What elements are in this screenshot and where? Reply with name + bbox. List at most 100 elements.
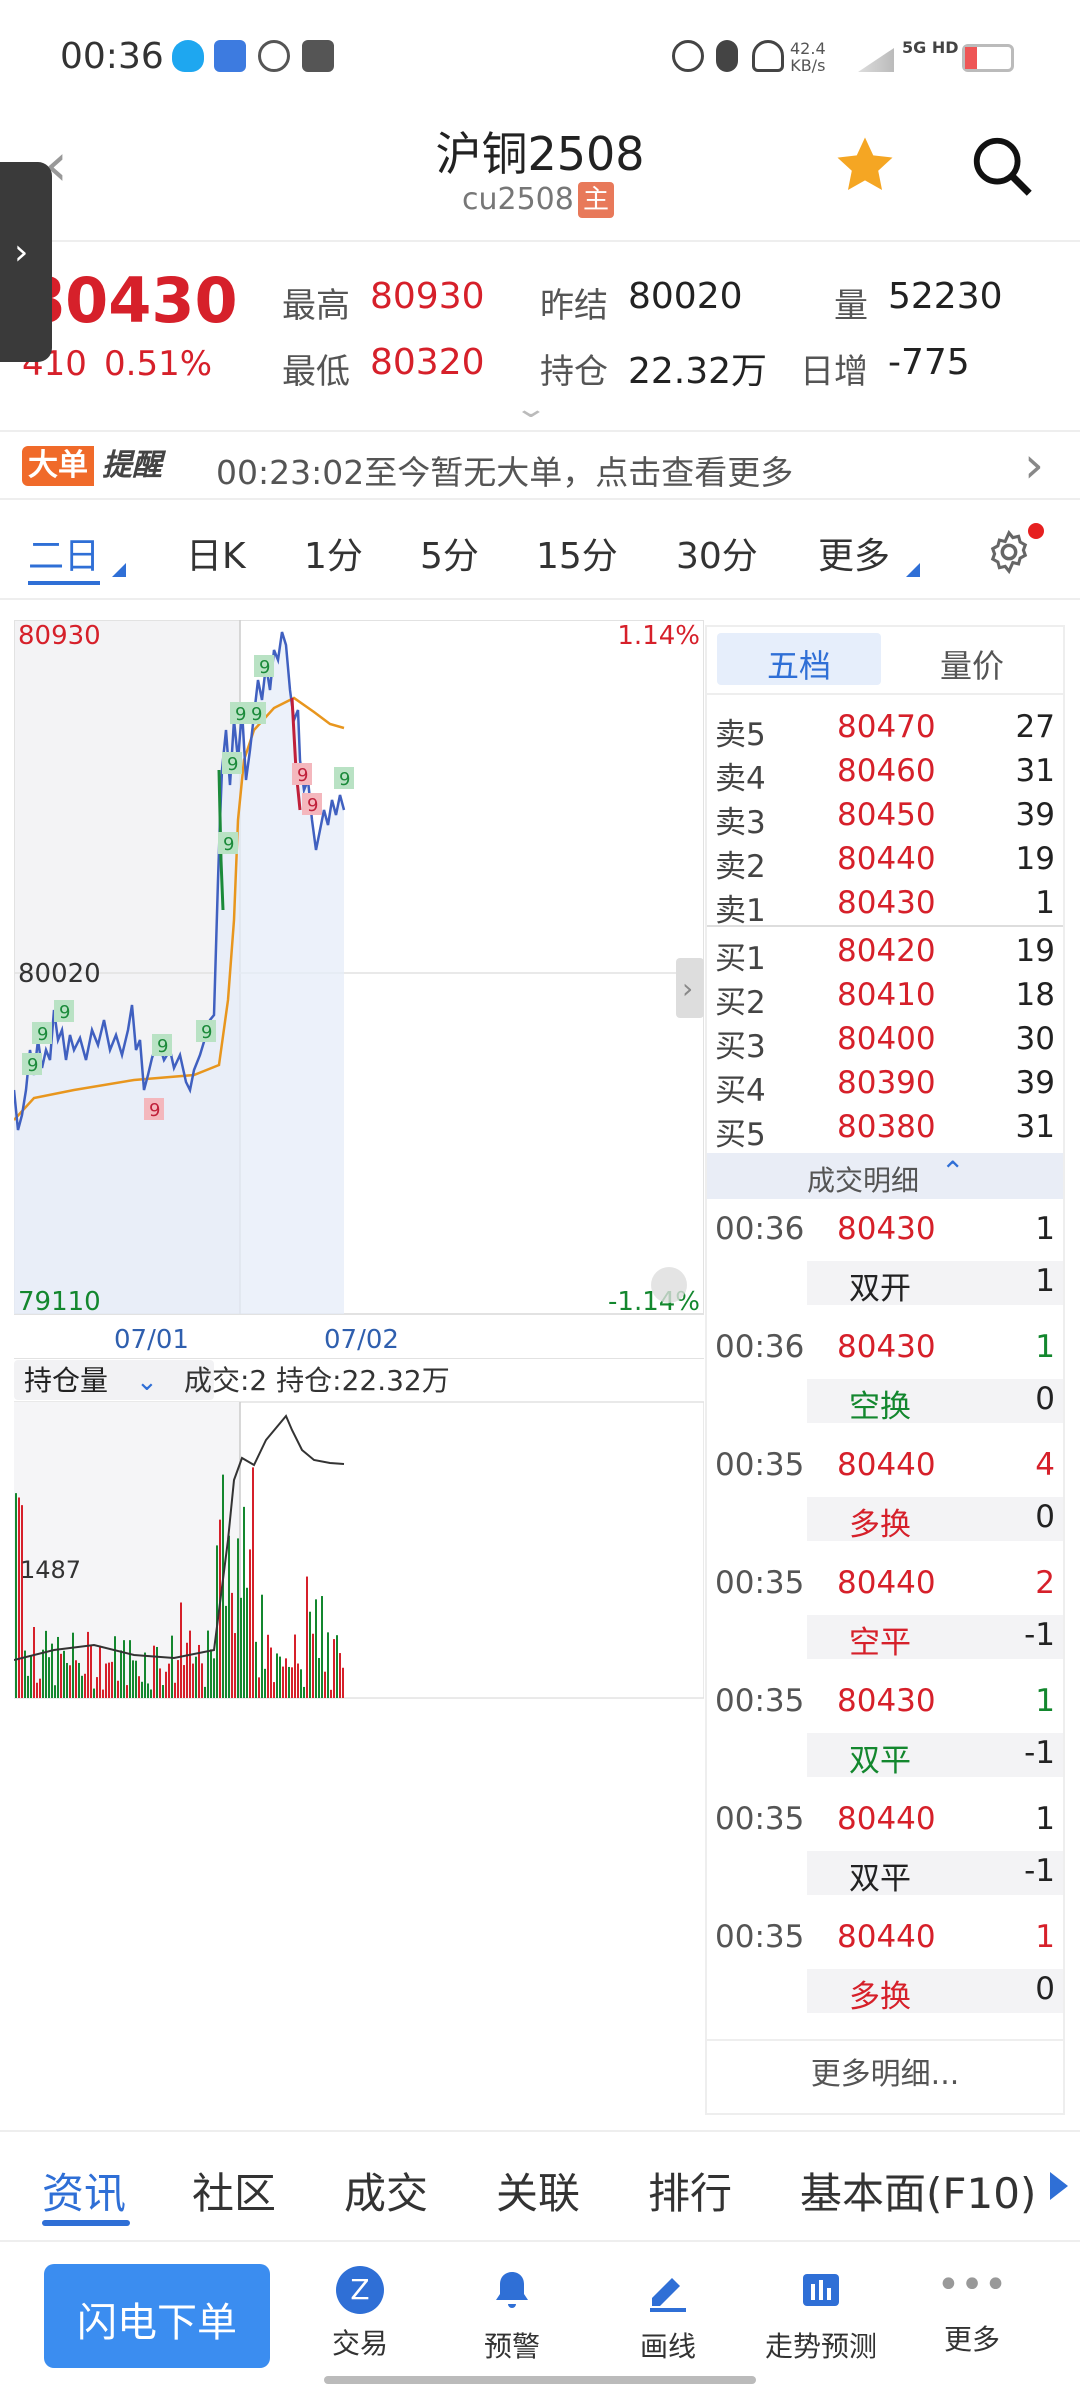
trade-time: 00:35 <box>715 1447 805 1483</box>
signal-marker <box>196 1020 216 1042</box>
nav-draw[interactable]: 画线 <box>618 2266 718 2365</box>
more-detail-link[interactable]: 更多明细... <box>810 2057 960 2092</box>
tab-five-level[interactable]: 五档 <box>717 633 881 685</box>
nav-forecast[interactable]: 走势预测 <box>756 2266 886 2365</box>
volume-bar <box>288 1666 290 1698</box>
contract-code: cu2508 <box>462 182 574 217</box>
search-icon[interactable] <box>968 132 1038 202</box>
net-speed: 42.4 KB/s <box>790 39 826 75</box>
scroll-right-icon[interactable] <box>1050 2172 1068 2200</box>
volume-bar <box>27 1675 29 1698</box>
pencil-icon <box>650 2278 686 2312</box>
side-expand-tab[interactable]: › <box>0 162 52 362</box>
volume-bar <box>240 1597 242 1698</box>
volume-bar <box>243 1506 245 1698</box>
page-title: 沪铜2508 <box>435 127 645 181</box>
tab-15min[interactable]: 15分 <box>536 536 618 577</box>
volume-bar <box>108 1662 110 1698</box>
bid-row-3: 买3 80400 30 <box>715 1021 1055 1065</box>
signal-marker <box>152 1034 172 1056</box>
daily-increase-value: -775 <box>888 342 970 383</box>
status-time: 00:36 <box>60 36 164 77</box>
expand-chevron-icon[interactable]: ⌄ <box>513 394 549 424</box>
star-icon[interactable] <box>832 132 898 198</box>
page-header: › ‹ 沪铜2508 cu2508 主 <box>0 110 1080 362</box>
flash-order-button[interactable]: 闪电下单 <box>44 2264 270 2368</box>
big-order-alert[interactable]: 大单 提醒 00:23:02至今暂无大单，点击查看更多 › <box>0 430 1080 500</box>
signal-marker-label: 9 <box>149 1100 160 1121</box>
volume-bar <box>102 1689 104 1698</box>
ask-row-5: 卖5 80470 27 <box>715 709 1055 753</box>
tab-volume-price[interactable]: 量价 <box>939 647 1004 685</box>
chart-app-icon <box>302 40 334 72</box>
tab-30min[interactable]: 30分 <box>676 536 758 577</box>
volume-bar <box>234 1633 236 1698</box>
volume-bar <box>300 1669 302 1698</box>
tab-fundamentals[interactable]: 基本面(F10) <box>800 2169 1037 2218</box>
trade-price: 80430 <box>837 1683 936 1719</box>
signal-marker <box>254 655 274 677</box>
tab-1min[interactable]: 1分 <box>304 536 363 577</box>
volume-bar <box>99 1645 101 1698</box>
stock-app-icon <box>214 40 246 72</box>
signal-marker-label: 9 <box>259 657 270 678</box>
tab-ranking[interactable]: 排行 <box>648 2169 733 2218</box>
price-area <box>14 632 344 1314</box>
volume-max-label: 1487 <box>20 1556 81 1584</box>
signal-marker <box>32 1022 52 1044</box>
trade-time: 00:35 <box>715 1683 805 1719</box>
trade-volume: 1 <box>1035 1211 1055 1247</box>
volume-bar <box>48 1657 50 1698</box>
trade-oi-change: -1 <box>1024 1735 1055 1771</box>
volume-bar <box>21 1505 23 1698</box>
tab-more[interactable]: 更多 <box>818 536 891 577</box>
volume-bar <box>255 1641 257 1698</box>
trade-detail-header[interactable]: 成交明细 ⌃ <box>707 1153 1063 1199</box>
tab-community[interactable]: 社区 <box>192 2169 277 2218</box>
tab-5min[interactable]: 5分 <box>420 536 479 577</box>
volume-bar <box>33 1626 35 1698</box>
volume-bar <box>96 1677 98 1698</box>
trade-icon: Z <box>336 2266 384 2314</box>
volume-bar <box>231 1592 233 1698</box>
tab-related[interactable]: 关联 <box>496 2169 581 2218</box>
high-label: 最高 <box>282 286 350 326</box>
tab-two-day[interactable]: 二日 <box>28 536 101 577</box>
volume-bar <box>84 1673 86 1698</box>
net-type: 5G HD <box>902 38 959 57</box>
high-value: 80930 <box>370 276 485 317</box>
signal-marker <box>54 1000 74 1022</box>
open-interest-value: 22.32万 <box>628 351 768 392</box>
signal-marker-label: 9 <box>59 1002 70 1023</box>
nav-trade[interactable]: Z 交易 <box>310 2266 410 2362</box>
trade-price: 80440 <box>837 1447 936 1483</box>
signal-marker-label: 9 <box>201 1022 212 1043</box>
volume-bar <box>258 1677 260 1698</box>
trade-volume: 1 <box>1035 1919 1055 1955</box>
volume-bar <box>228 1535 230 1698</box>
chevron-up-icon: ⌃ <box>941 1155 965 1188</box>
open-interest-label: 持仓 <box>540 352 608 392</box>
volume-bar <box>252 1467 254 1698</box>
volume-bar <box>114 1636 116 1698</box>
price-change-pct: 0.51% <box>104 344 213 384</box>
volume-value: 52230 <box>888 276 1003 317</box>
bid-row-4: 买4 80390 39 <box>715 1065 1055 1109</box>
volume-bar <box>138 1676 140 1698</box>
signal-marker-label: 9 <box>251 704 262 725</box>
volume-bar <box>90 1645 92 1698</box>
nav-more[interactable]: ••• 更多 <box>922 2265 1022 2358</box>
trade-type: 双平 <box>849 1743 911 1779</box>
tab-news[interactable]: 资讯 <box>42 2169 127 2218</box>
tab-daily-k[interactable]: 日K <box>186 536 246 577</box>
nav-alert[interactable]: 预警 <box>462 2266 562 2365</box>
tab-trades[interactable]: 成交 <box>344 2169 429 2218</box>
signal-marker <box>292 763 312 785</box>
volume-bar <box>201 1663 203 1698</box>
volume-bar <box>261 1594 263 1698</box>
volume-bar <box>249 1549 251 1698</box>
trade-price: 80440 <box>837 1919 936 1955</box>
settings-gear-icon[interactable] <box>986 529 1032 575</box>
